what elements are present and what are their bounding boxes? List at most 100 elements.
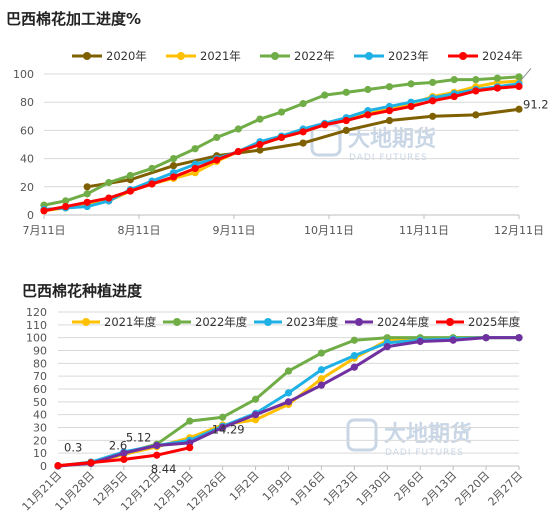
data-point	[148, 180, 156, 188]
data-point	[87, 459, 95, 467]
x-tick-label: 10月11日	[304, 224, 354, 237]
data-point	[385, 107, 394, 115]
data-point	[429, 78, 437, 87]
chart2-watermark: 大地期货 DADI FUTURES	[346, 418, 472, 458]
data-point	[350, 363, 358, 371]
data-point	[284, 367, 293, 375]
data-point	[407, 102, 415, 111]
data-point	[450, 76, 458, 84]
data-point	[317, 375, 326, 383]
data-point	[299, 100, 307, 108]
series-line	[86, 107, 520, 189]
data-point	[169, 173, 178, 181]
x-tick-label: 2月20日	[453, 469, 493, 509]
series-2020年	[83, 105, 523, 191]
y-tick-label: 20	[20, 181, 34, 194]
data-point	[219, 423, 227, 432]
legend-marker	[365, 52, 373, 60]
data-point	[251, 416, 260, 424]
data-point	[450, 92, 458, 101]
data-point	[120, 455, 128, 464]
legend-item: 2024年度	[345, 315, 430, 329]
data-point	[407, 80, 415, 88]
data-point	[213, 133, 221, 142]
legend-label: 2022年度	[195, 315, 248, 329]
legend-marker	[177, 52, 185, 60]
y-tick-label: 10	[33, 447, 47, 460]
data-point	[169, 155, 178, 163]
data-point	[482, 334, 490, 342]
x-tick-label: 12月11日	[494, 224, 544, 237]
data-point	[364, 111, 372, 119]
x-tick-label: 1月2日	[227, 469, 262, 504]
y-tick-label: 40	[20, 153, 34, 166]
data-point	[472, 87, 480, 95]
data-point	[186, 444, 194, 452]
legend-marker	[264, 318, 272, 326]
y-tick-label: 70	[33, 370, 47, 383]
data-point	[350, 352, 358, 360]
series-2024年度	[54, 334, 523, 470]
data-point	[321, 91, 329, 99]
annotation-label: 0.3	[64, 441, 82, 455]
annotation-label: 14.29	[212, 423, 245, 437]
data-point	[126, 171, 134, 180]
data-point	[219, 413, 227, 421]
data-point	[83, 198, 91, 206]
legend-marker	[173, 318, 181, 326]
series-2025年度	[54, 444, 194, 470]
chart2-legend: 2021年度 2022年度 2023年度 2024年度 2025年度	[72, 315, 521, 329]
data-point	[429, 97, 437, 105]
y-tick-label: 20	[33, 434, 47, 447]
data-point	[153, 441, 161, 450]
y-tick-label: 120	[26, 306, 47, 319]
y-tick-label: 30	[33, 422, 47, 435]
legend-marker	[446, 318, 454, 326]
data-point	[213, 156, 221, 164]
x-tick-label: 8月11日	[118, 224, 161, 237]
data-point	[342, 88, 350, 96]
data-point	[105, 178, 113, 187]
legend-item: 2025年度	[436, 315, 521, 329]
legend-label: 2024年	[482, 49, 523, 63]
data-point	[515, 82, 523, 91]
data-point	[385, 116, 394, 125]
annotation-label: 2.6	[109, 439, 127, 453]
y-tick-label: 80	[20, 96, 34, 109]
chart1-title: 巴西棉花加工进度%	[6, 10, 141, 28]
watermark-brand: 大地期货	[384, 421, 472, 447]
legend-label: 2020年	[106, 49, 147, 63]
y-tick-label: 60	[33, 383, 47, 396]
annotation-label: 91.2	[523, 97, 549, 111]
data-point	[126, 187, 134, 195]
x-tick-label: 1月30日	[354, 469, 394, 509]
data-point	[350, 336, 358, 344]
y-tick-label: 40	[33, 409, 47, 422]
data-point	[169, 162, 178, 170]
data-point	[277, 108, 286, 116]
annotation-label: 8.44	[151, 462, 177, 476]
data-point	[342, 126, 350, 134]
data-point	[493, 84, 502, 92]
data-point	[256, 146, 264, 154]
chart-planting-progress: 巴西棉花种植进度 大地期货 DADI FUTURES 0102030405060…	[20, 282, 526, 513]
legend-label: 2023年	[388, 49, 429, 63]
y-tick-label: 0	[27, 209, 34, 222]
data-point	[256, 115, 264, 123]
chart1-axes: 0 20 40 60 80 100 7月11日 8月11日 9月11日 10月11日 11月11日 1…	[13, 68, 544, 237]
data-point	[234, 125, 242, 133]
data-point	[299, 139, 307, 147]
data-point	[317, 349, 326, 357]
data-point	[429, 112, 437, 120]
y-tick-label: 0	[40, 460, 47, 473]
legend-item: 2020年	[72, 49, 147, 63]
y-tick-label: 100	[26, 332, 47, 345]
data-point	[317, 366, 326, 374]
y-tick-label: 100	[13, 68, 34, 81]
data-point	[54, 462, 62, 470]
legend-label: 2021年度	[104, 315, 157, 329]
data-point	[284, 389, 293, 397]
legend-label: 2025年度	[468, 315, 521, 329]
legend-label: 2022年	[294, 49, 335, 63]
data-point	[284, 398, 293, 406]
